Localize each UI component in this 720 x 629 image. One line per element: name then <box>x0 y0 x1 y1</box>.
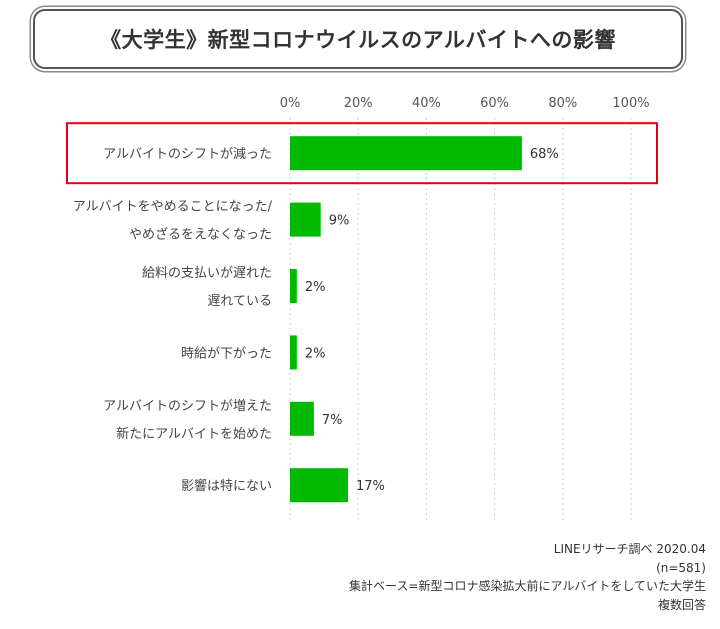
bar-chart: 0% 20% 40% 60% 80% 100% 68% アルバイトのシフトが減った 9% アルバイ… <box>66 96 658 520</box>
chart-footer: LINEリサーチ調べ 2020.04 (n=581) 集計ベース=新型コロナ感染… <box>349 540 706 614</box>
category-label: 時給が下がった <box>181 346 272 361</box>
data-label: 2% <box>305 280 326 295</box>
data-label: 68% <box>530 147 559 162</box>
bar <box>290 202 321 237</box>
data-label: 7% <box>322 413 343 428</box>
category-label: 新たにアルバイトを始めた <box>116 426 272 442</box>
highlight-box <box>66 122 658 185</box>
chart-title: 《大学生》新型コロナウイルスのアルバイトへの影響 <box>100 28 616 52</box>
bar <box>290 401 314 436</box>
category-label: アルバイトのシフトが増えた <box>103 399 272 414</box>
data-label: 2% <box>305 346 326 361</box>
data-label: 17% <box>356 479 385 494</box>
x-tick-label: 40% <box>412 96 441 111</box>
category-label: やめざるをえなくなった <box>129 227 272 243</box>
category-label: アルバイトのシフトが減った <box>103 146 272 162</box>
bar <box>290 335 297 370</box>
sample-size-note: (n=581) <box>656 560 706 575</box>
answer-type-note: 複数回答 <box>657 597 706 612</box>
category-label: 給料の支払いが遅れた <box>142 266 272 281</box>
data-label: 9% <box>329 214 350 229</box>
x-tick-label: 20% <box>344 96 373 111</box>
x-tick-label: 60% <box>480 96 509 111</box>
category-label: 影響は特にない <box>181 478 272 494</box>
x-tick-label: 0% <box>280 96 301 111</box>
bar <box>290 468 348 503</box>
source-note: LINEリサーチ調べ 2020.04 <box>553 542 706 556</box>
category-label: アルバイトをやめることになった/ <box>73 200 273 215</box>
base-note: 集計ベース=新型コロナ感染拡大前にアルバイトをしていた大学生 <box>349 579 706 593</box>
bar <box>290 269 297 303</box>
chart-title-box: 《大学生》新型コロナウイルスのアルバイトへの影響 <box>33 9 683 69</box>
category-label: 遅れている <box>207 294 272 309</box>
x-tick-label: 80% <box>548 96 577 111</box>
bar <box>290 136 522 171</box>
x-tick-label: 100% <box>612 96 649 111</box>
